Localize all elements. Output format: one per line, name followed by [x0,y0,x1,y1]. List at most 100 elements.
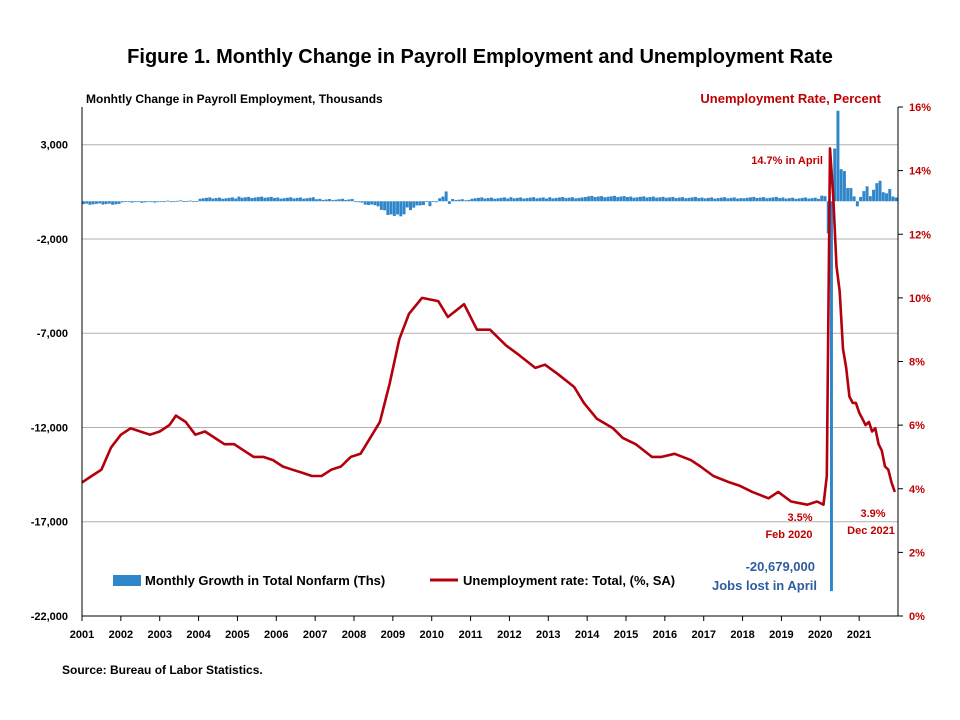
bar [454,200,458,202]
line-series [81,147,897,507]
bar [182,201,186,203]
bar [418,201,422,206]
bar [107,201,111,204]
bar [881,192,885,202]
bar [774,196,778,202]
bar [842,171,846,202]
bar [214,198,218,202]
bar [253,197,257,202]
bar [324,199,328,202]
bar [415,201,419,206]
bar [784,198,788,202]
bar [768,197,772,202]
bar [548,197,552,202]
bar [600,196,604,202]
bar [859,196,863,202]
bar [315,199,319,202]
bar [331,200,335,202]
bar [587,196,591,202]
bar [218,197,221,202]
bar [506,198,510,202]
bar [894,197,898,202]
bar [143,201,147,203]
bar [726,198,730,202]
legend-line-label: Unemployment rate: Total, (%, SA) [463,573,675,588]
axes [81,106,903,621]
bar [658,197,662,202]
bar [117,201,121,204]
x-tick-label: 2012 [497,629,521,641]
bar [483,198,487,202]
bar [137,201,140,203]
bar [723,197,727,202]
bar [286,197,289,202]
bar [318,198,322,202]
bar [328,199,332,202]
bar [765,198,769,202]
bar [460,199,464,202]
bar [655,197,659,202]
bar [781,197,785,202]
bar [596,196,600,202]
bar [341,198,344,202]
legend-bar-swatch [113,575,141,586]
bar [266,197,270,202]
right-tick-label: 16% [909,102,931,114]
bar [668,197,672,202]
bar [198,198,202,202]
bar [373,201,377,206]
bar [354,201,357,203]
bar [713,198,717,202]
bar [554,197,558,202]
bar [428,201,432,207]
bar [642,196,646,202]
bar [250,197,254,202]
x-tick-label: 2005 [225,629,249,641]
bar [885,193,888,202]
bar [694,196,697,202]
bar [567,197,571,202]
bar [800,197,804,202]
bar [570,197,574,202]
bar [188,200,192,202]
bar [127,201,131,203]
bar [525,198,529,202]
bar [425,201,429,202]
bar [363,201,367,205]
bar [791,197,795,202]
bar [399,201,403,217]
bar [431,200,435,202]
bar [234,198,238,202]
bar [289,197,293,202]
bar [347,199,351,202]
bar [321,199,325,202]
bar [512,198,516,202]
annotation-dec-value: 3.9% [860,508,885,520]
bar [159,201,163,203]
bar [865,186,869,202]
bar [447,201,451,204]
bar [302,198,306,202]
bar [211,198,215,202]
bar [606,196,610,202]
bar [88,201,92,205]
bar [379,201,383,210]
bar [519,197,523,202]
bar [807,198,811,202]
bar [852,196,856,202]
bar [590,195,594,202]
bar [82,201,85,205]
bar [804,197,808,202]
bar [260,196,264,202]
bar [334,199,338,202]
annotation-jobs-label: Jobs lost in April [712,578,817,593]
bar [153,201,157,203]
bar [101,201,105,205]
bar [872,189,876,202]
bar [745,197,749,202]
bar [583,196,587,202]
bar [868,196,872,202]
bar [470,198,474,202]
bar [402,201,406,215]
bar [370,201,374,205]
